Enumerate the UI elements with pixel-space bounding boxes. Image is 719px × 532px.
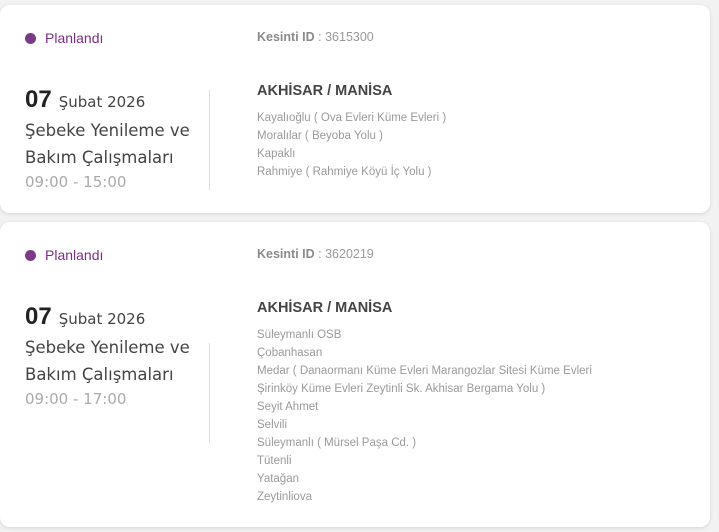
area-item: Kayalıoğlu ( Ova Evleri Küme Evleri ) — [257, 112, 447, 124]
outage-time: 09:00 - 17:00 — [25, 390, 127, 408]
outage-title: Şebeke Yenileme ve Bakım Çalışmaları — [25, 338, 190, 384]
outage-card: Planlandı Kesinti ID : 3615300 07 Şubat 2… — [0, 5, 710, 213]
date-month-year: Şubat 2026 — [58, 310, 146, 328]
divider — [209, 90, 210, 190]
outage-card: Planlandı Kesinti ID : 3620219 07 Şubat 2… — [0, 222, 710, 527]
outage-id-label: Kesinti ID — [257, 247, 315, 261]
area-item: Yatağan — [257, 473, 299, 485]
outage-date: 07 Şubat 2026 — [25, 86, 145, 114]
affected-areas-list: Süleymanlı OSB Çobanhasan Medar ( Danaorma… — [257, 326, 592, 506]
outage-id-value: : 3620219 — [318, 247, 374, 261]
area-item: Çobanhasan — [257, 347, 323, 359]
date-day: 07 — [25, 86, 52, 113]
outage-id: Kesinti ID : 3615300 — [257, 30, 374, 44]
date-day: 07 — [25, 303, 52, 330]
status-badge: Planlandı — [25, 30, 103, 46]
divider — [209, 343, 210, 443]
area-item: Şirinköy Küme Evleri Zeytinli Sk. Akhisa… — [257, 383, 546, 395]
affected-areas-list: Kayalıoğlu ( Ova Evleri Küme Evleri ) Mor… — [257, 109, 446, 181]
status-dot-icon — [25, 249, 36, 261]
outage-time: 09:00 - 15:00 — [25, 173, 127, 191]
area-item: Rahmiye ( Rahmiye Köyü İç Yolu ) — [257, 166, 432, 178]
outage-id: Kesinti ID : 3620219 — [257, 247, 374, 261]
status-label: Planlandı — [45, 30, 104, 46]
area-item: Süleymanlı OSB — [257, 329, 342, 341]
outage-title: Şebeke Yenileme ve Bakım Çalışmaları — [25, 121, 190, 167]
outage-id-label: Kesinti ID — [257, 30, 315, 44]
status-dot-icon — [25, 32, 36, 44]
location-title: AKHİSAR / MANİSA — [257, 83, 393, 99]
area-item: Süleymanlı ( Mürsel Paşa Cd. ) — [257, 437, 417, 449]
outage-title-block: Şebeke Yenileme ve Bakım Çalışmaları 09:0… — [25, 334, 205, 410]
location-title: AKHİSAR / MANİSA — [257, 300, 393, 316]
outage-title-block: Şebeke Yenileme ve Bakım Çalışmaları 09:0… — [25, 117, 205, 193]
area-item: Selvili — [257, 419, 288, 431]
outage-id-value: : 3615300 — [318, 30, 374, 44]
area-item: Medar ( Danaormanı Küme Evleri Marangozl… — [257, 365, 592, 377]
outage-date: 07 Şubat 2026 — [25, 303, 145, 331]
area-item: Tütenli — [257, 455, 292, 467]
area-item: Zeytinliova — [257, 491, 312, 503]
area-item: Moralılar ( Beyoba Yolu ) — [257, 130, 383, 142]
area-item: Kapaklı — [257, 148, 296, 160]
area-item: Seyit Ahmet — [257, 401, 319, 413]
status-label: Planlandı — [45, 247, 104, 263]
date-month-year: Şubat 2026 — [58, 93, 146, 111]
status-badge: Planlandı — [25, 247, 103, 263]
